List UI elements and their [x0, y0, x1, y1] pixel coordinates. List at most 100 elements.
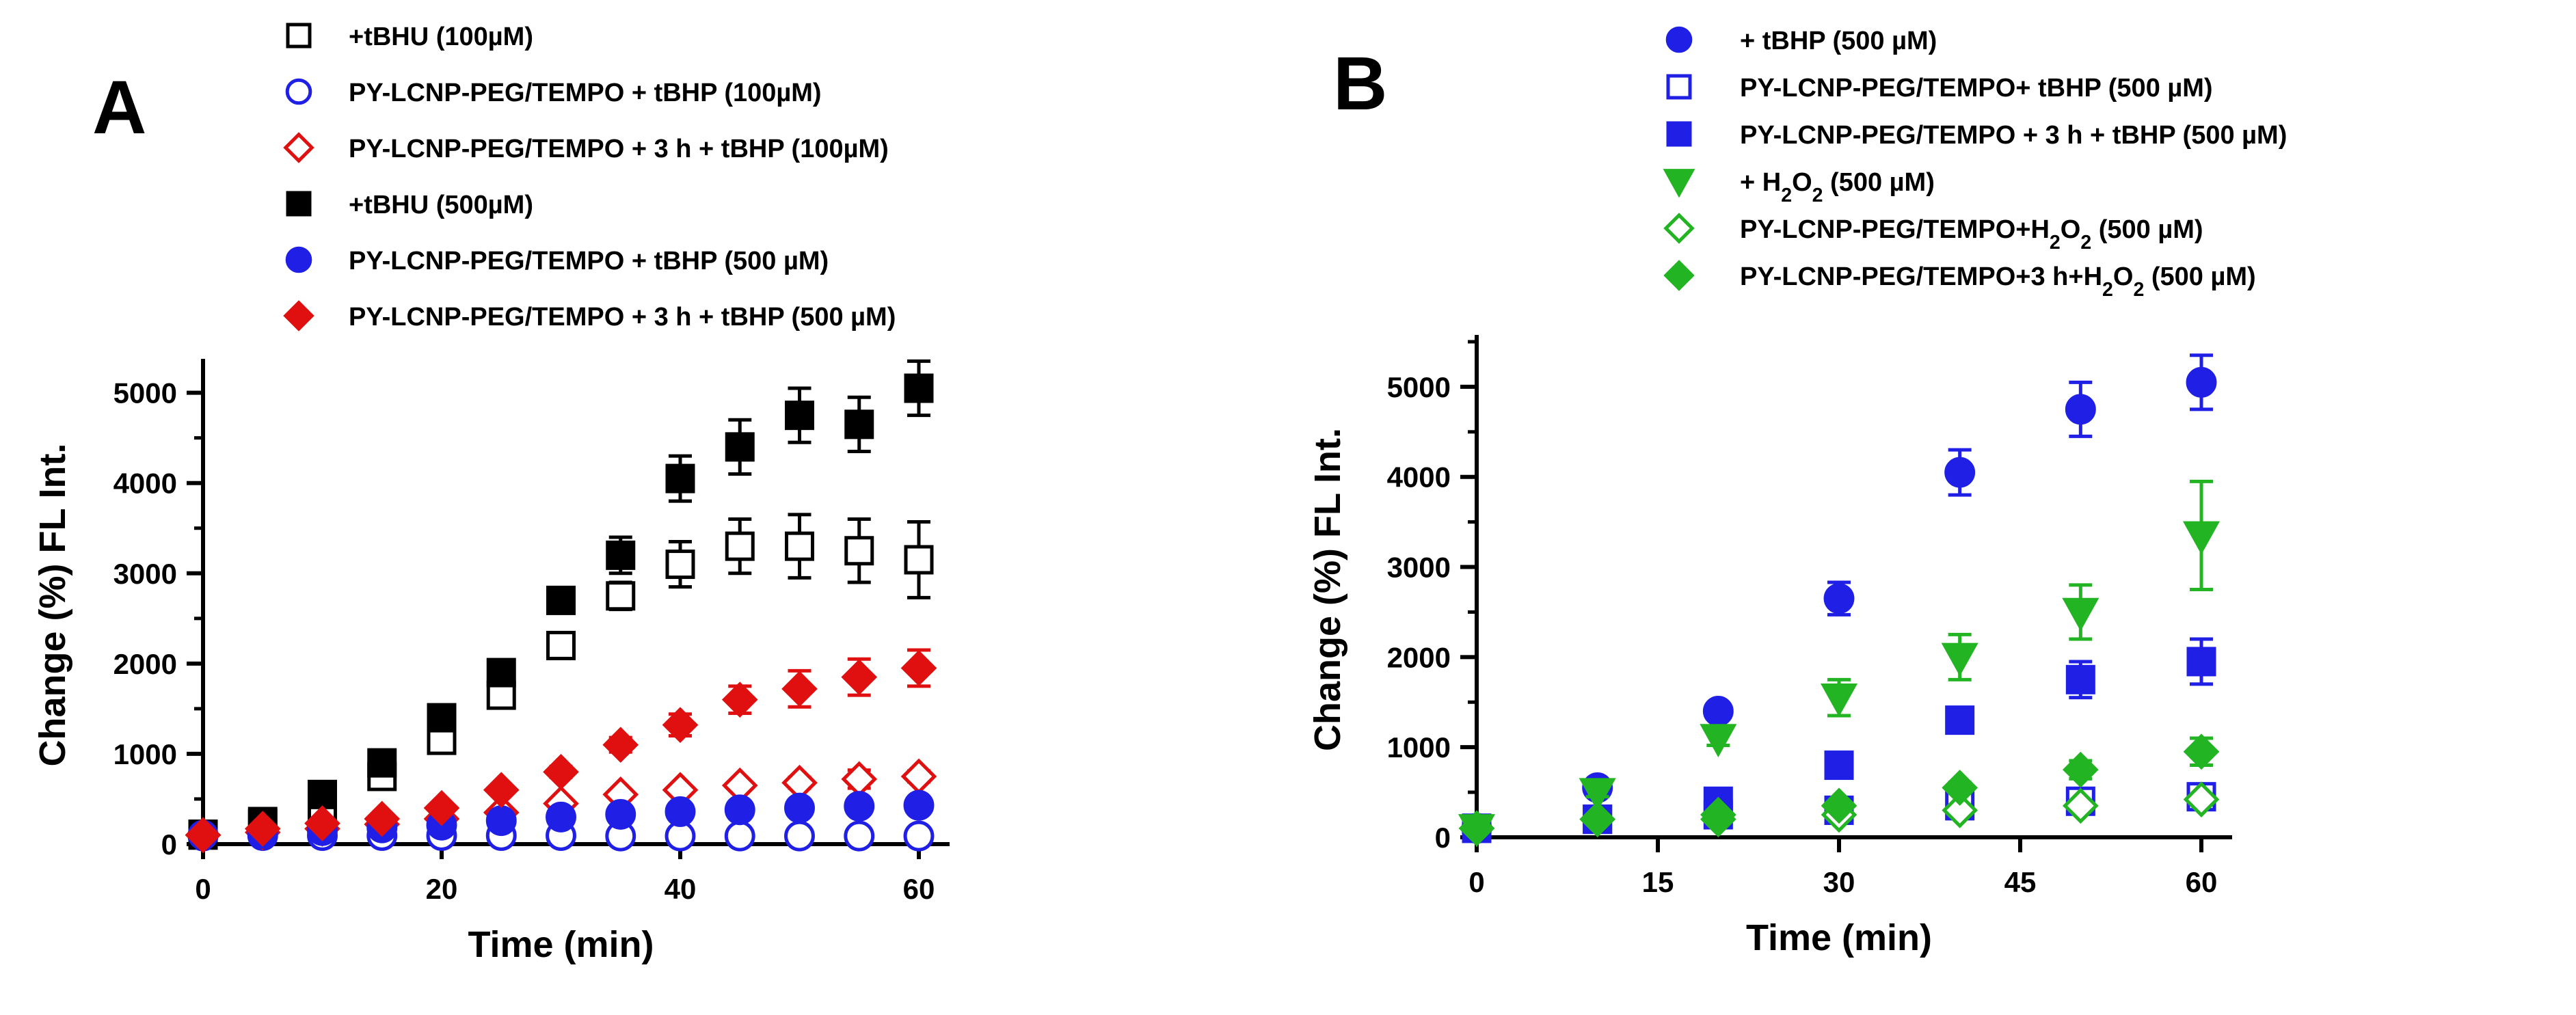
data-point: [725, 432, 755, 462]
legend-label-py-lcnp-peg-tempo-3-h-tbhp-500-m: PY-LCNP-PEG/TEMPO + 3 h + tBHP (500 µM): [1740, 121, 2287, 150]
y-tick-label-5000: 5000: [1387, 371, 1451, 403]
data-point: [665, 463, 695, 493]
y-tick-label-0: 0: [161, 828, 177, 861]
data-point: [485, 805, 517, 837]
x-axis-title: Time (min): [468, 924, 654, 965]
data-point: [903, 820, 935, 852]
x-tick-label-30: 30: [1823, 866, 1855, 898]
data-point: [1458, 810, 1495, 847]
data-point: [2062, 751, 2099, 788]
data-point: [2186, 366, 2217, 398]
data-point: [2065, 664, 2095, 694]
data-point: [2186, 647, 2216, 677]
data-point: [662, 707, 699, 743]
legend-marker-tbhu-100-m: [286, 23, 312, 49]
data-point: [784, 792, 815, 824]
data-point: [1820, 683, 1858, 717]
legend-label-py-lcnp-peg-tempo-tbhp-500-m: PY-LCNP-PEG/TEMPO + tBHP (500 µM): [349, 247, 829, 275]
data-point: [900, 758, 937, 795]
y-tick-label-1000: 1000: [1387, 731, 1451, 763]
data-point: [2065, 394, 2096, 425]
x-tick-label-60: 60: [903, 873, 935, 905]
data-point: [308, 779, 337, 809]
legend-marker-py-lcnp-peg-tempo-3-h-tbhp-500-m: [283, 300, 314, 331]
legend-marker-py-lcnp-peg-tempo-tbhp-100-m: [285, 78, 312, 105]
data-point: [486, 658, 516, 688]
data-point: [546, 585, 576, 615]
data-point: [725, 531, 755, 561]
data-point: [2062, 597, 2099, 632]
legend-label-py-lcnp-peg-tempo-3-h-tbhp-500-m: PY-LCNP-PEG/TEMPO + 3 h + tBHP (500 µM): [349, 303, 896, 331]
data-point: [543, 754, 579, 790]
data-point: [721, 681, 758, 718]
data-point: [784, 820, 815, 852]
legend-label-py-lcnp-peg-tempo-3-h-h2o2-500-m: PY-LCNP-PEG/TEMPO+3 h+H2O2 (500 µM): [1740, 262, 2256, 301]
x-axis-title: Time (min): [1746, 917, 1932, 958]
legend-label-tbhu-500-m: +tBHU (500µM): [349, 191, 533, 219]
x-tick-label-60: 60: [2186, 866, 2218, 898]
legend-marker-py-lcnp-peg-tempo-3-h-tbhp-100-m: [283, 132, 314, 163]
data-point: [606, 540, 636, 570]
legend-label-py-lcnp-peg-tempo-tbhp-500-m: PY-LCNP-PEG/TEMPO+ tBHP (500 µM): [1740, 74, 2213, 103]
x-tick-label-15: 15: [1642, 866, 1674, 898]
data-point: [605, 798, 636, 830]
data-point: [1579, 801, 1616, 837]
legend-marker-tbhu-500-m: [286, 191, 312, 217]
data-point: [903, 789, 935, 821]
y-axis-title: Change (%) FL Int.: [32, 444, 73, 767]
data-point: [483, 772, 520, 809]
legend-marker-py-lcnp-peg-tempo-3-h-tbhp-500-m: [1666, 121, 1692, 147]
data-point: [427, 703, 457, 733]
data-point: [844, 791, 875, 822]
data-point: [602, 727, 639, 763]
data-point: [844, 409, 874, 439]
data-point: [2183, 781, 2220, 817]
y-tick-label-5000: 5000: [113, 377, 177, 409]
data-point: [724, 820, 755, 852]
data-point: [1942, 792, 1978, 828]
data-point: [904, 545, 934, 575]
data-point: [1944, 457, 1976, 488]
series-tbhu-500-m: [188, 359, 934, 849]
data-point: [364, 800, 401, 837]
data-point: [2062, 787, 2099, 824]
data-point: [1579, 778, 1616, 812]
y-tick-label-1000: 1000: [113, 738, 177, 770]
y-tick-label-2000: 2000: [113, 648, 177, 680]
y-tick-label-3000: 3000: [113, 558, 177, 590]
data-point: [785, 531, 814, 561]
legend-label-tbhu-100-m: +tBHU (100µM): [349, 23, 533, 51]
legend-label-h2o2-500-m: + H2O2 (500 µM): [1740, 168, 1935, 206]
legend-label-py-lcnp-peg-tempo-3-h-tbhp-100-m: PY-LCNP-PEG/TEMPO + 3 h + tBHP (100µM): [349, 135, 889, 163]
data-point: [781, 671, 818, 707]
panel-b: B + tBHP (500 µM) PY-LCNP-PEG/TEMPO+ tBHP …: [1307, 26, 2287, 958]
legend: + tBHP (500 µM) PY-LCNP-PEG/TEMPO+ tBHP (…: [1663, 26, 2287, 301]
panel-a: A +tBHU (100µM) PY-LCNP-PEG/TEMPO + tBHP (…: [32, 23, 950, 965]
data-point: [1700, 796, 1736, 833]
x-tick-label-20: 20: [426, 873, 458, 905]
data-point: [665, 550, 695, 580]
series-h2o2-500-m: [1458, 479, 2221, 848]
y-tick-label-3000: 3000: [1387, 552, 1451, 584]
data-point: [546, 630, 576, 660]
data-point: [1821, 787, 1857, 824]
data-point: [900, 650, 937, 686]
data-point: [1823, 583, 1855, 614]
y-axis-title: Change (%) FL Int.: [1307, 428, 1348, 751]
data-point: [1945, 705, 1975, 735]
y-tick-label-2000: 2000: [1387, 641, 1451, 673]
y-tick-label-4000: 4000: [1387, 461, 1451, 493]
data-point: [367, 748, 397, 778]
legend-marker-py-lcnp-peg-tempo-tbhp-500-m: [285, 246, 312, 273]
y-tick-label-0: 0: [1435, 822, 1451, 854]
legend-label-py-lcnp-peg-tempo-tbhp-100-m: PY-LCNP-PEG/TEMPO + tBHP (100µM): [349, 79, 822, 107]
data-point: [185, 817, 222, 854]
data-point: [304, 805, 340, 841]
panel-label: B: [1333, 42, 1387, 126]
legend-label-tbhp-500-m: + tBHP (500 µM): [1740, 27, 1937, 55]
data-point: [2182, 521, 2221, 555]
data-point: [546, 801, 576, 833]
data-point: [1824, 750, 1854, 781]
